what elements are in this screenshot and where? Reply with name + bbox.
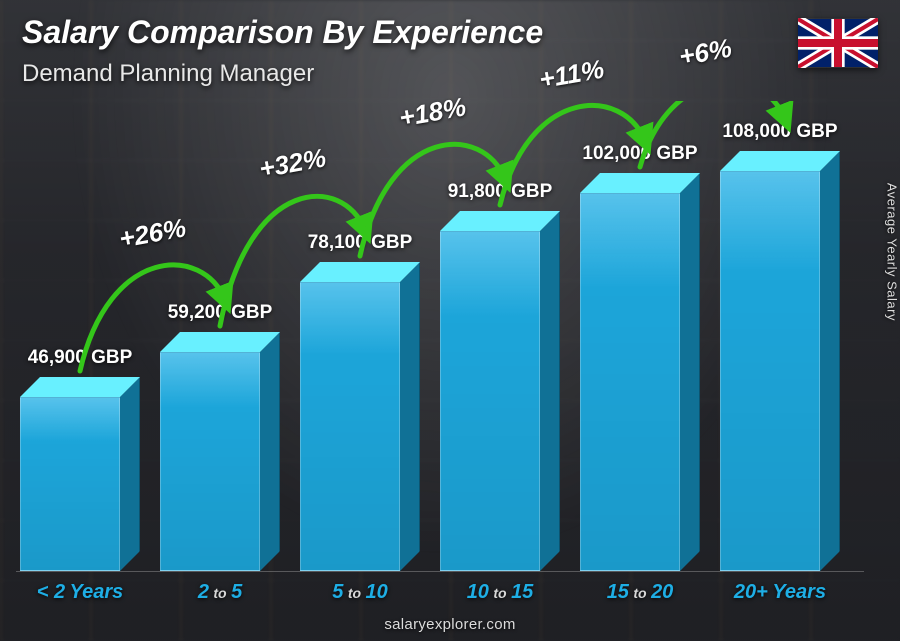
xlabel-post: 15: [511, 581, 533, 603]
bar-side: [120, 377, 140, 571]
bar-top: [440, 211, 560, 231]
bar-side: [820, 151, 840, 571]
xlabel-post: 5: [231, 581, 242, 603]
x-axis-label: 20+ Years: [710, 581, 850, 604]
x-axis-labels: < 2 Years2 to 55 to 1010 to 1515 to 2020…: [20, 581, 860, 611]
bar-value-label: 46,900 GBP: [10, 347, 150, 369]
xlabel-pre: 5: [332, 581, 343, 603]
bar-top: [580, 173, 700, 193]
bar-top: [160, 332, 280, 352]
bar-top: [300, 262, 420, 282]
xlabel-pre: 20+: [734, 581, 768, 603]
y-axis-label: Average Yearly Salary: [885, 182, 900, 320]
bar-side: [540, 211, 560, 571]
bar-front: [300, 282, 400, 571]
bar-front: [440, 231, 540, 571]
xlabel-pre: < 2: [37, 581, 65, 603]
growth-pct-badge: +18%: [396, 91, 468, 133]
xlabel-pre: 15: [607, 581, 629, 603]
uk-flag-icon: [798, 18, 878, 68]
footer-attribution: salaryexplorer.com: [0, 616, 900, 633]
x-axis-label: 2 to 5: [150, 581, 290, 604]
bar-front: [580, 193, 680, 571]
bar-front: [20, 397, 120, 571]
xlabel-post: 10: [366, 581, 388, 603]
bar-top: [720, 151, 840, 171]
bar-side: [400, 262, 420, 571]
infographic-stage: Salary Comparison By Experience Demand P…: [0, 0, 900, 641]
xlabel-mid: to: [633, 585, 646, 601]
chart-title: Salary Comparison By Experience: [22, 14, 543, 51]
bar-front: [160, 352, 260, 571]
xlabel-mid: to: [493, 585, 506, 601]
growth-pct-badge: +26%: [116, 212, 188, 254]
bar-side: [260, 332, 280, 571]
bar-top: [20, 377, 140, 397]
xlabel-post: 20: [651, 581, 673, 603]
x-axis-label: 10 to 15: [430, 581, 570, 604]
xlabel-mid: Years: [70, 581, 124, 603]
bar-value-label: 108,000 GBP: [710, 121, 850, 143]
xlabel-pre: 2: [198, 581, 209, 603]
growth-pct-badge: +6%: [676, 33, 733, 73]
growth-pct-badge: +11%: [536, 54, 606, 96]
bar-side: [680, 173, 700, 571]
bar-chart: 46,900 GBP59,200 GBP78,100 GBP91,800 GBP…: [20, 101, 860, 571]
x-axis-label: 15 to 20: [570, 581, 710, 604]
xlabel-mid: to: [213, 585, 226, 601]
bar-value-label: 102,000 GBP: [570, 143, 710, 165]
bar-value-label: 78,100 GBP: [290, 232, 430, 254]
growth-pct-badge: +32%: [256, 142, 328, 184]
chart-baseline: [16, 571, 864, 572]
bar-value-label: 91,800 GBP: [430, 181, 570, 203]
xlabel-mid: to: [348, 585, 361, 601]
x-axis-label: < 2 Years: [10, 581, 150, 604]
x-axis-label: 5 to 10: [290, 581, 430, 604]
xlabel-mid: Years: [772, 581, 826, 603]
chart-subtitle: Demand Planning Manager: [22, 60, 314, 88]
xlabel-pre: 10: [467, 581, 489, 603]
bar-value-label: 59,200 GBP: [150, 302, 290, 324]
bar-front: [720, 171, 820, 571]
